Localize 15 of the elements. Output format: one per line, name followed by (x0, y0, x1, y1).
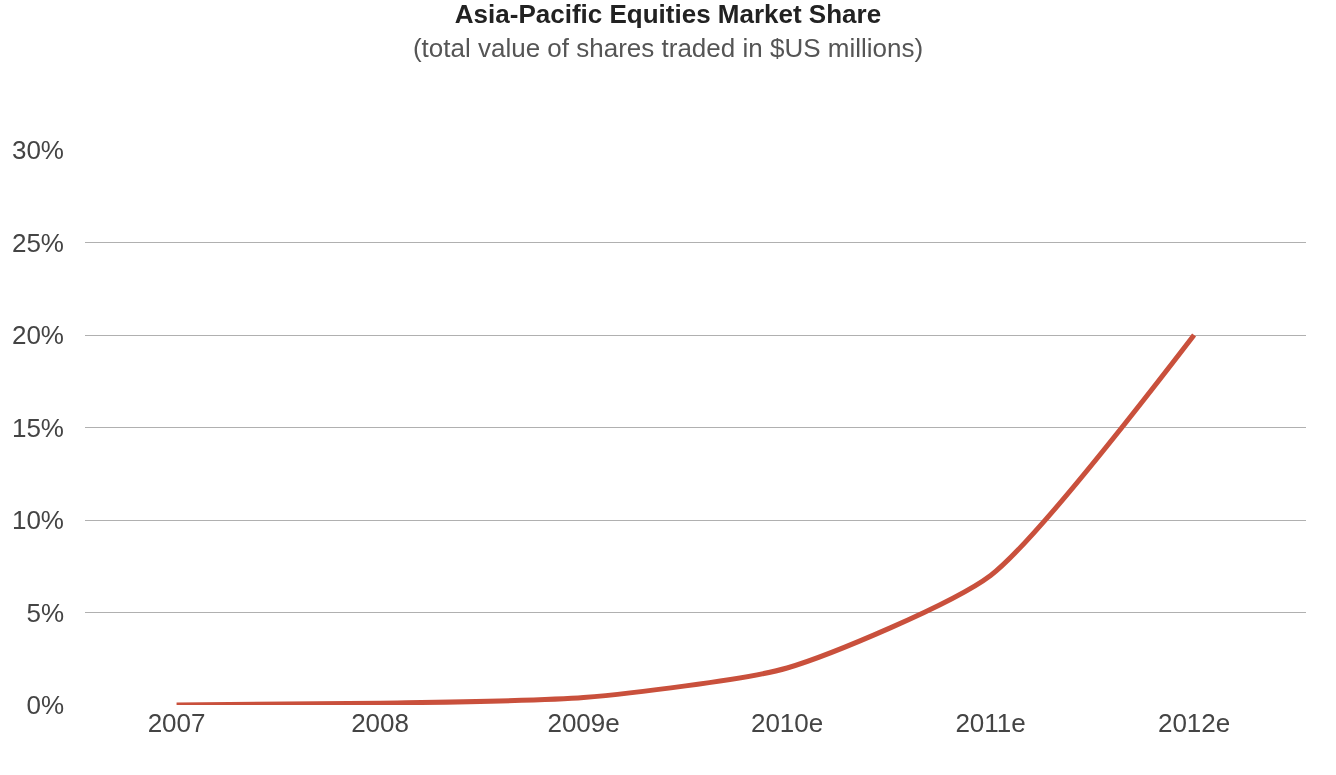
x-tick-label: 2009e (547, 708, 620, 738)
chart-title: Asia-Pacific Equities Market Share (454, 0, 882, 30)
x-tick-label: 2010e (750, 708, 824, 738)
y-tick-label: 20% (11, 320, 64, 351)
y-tick-label: 30% (11, 135, 64, 166)
y-tick-label: 0% (26, 690, 64, 721)
chart-subtitle: (total value of shares traded in $US millions) (412, 33, 924, 64)
y-tick-label: 5% (26, 597, 64, 628)
y-tick-label: 10% (11, 505, 64, 536)
x-tick-label: 2012e (1157, 708, 1231, 738)
x-tick-label: 2011e (955, 708, 1026, 738)
y-tick-label: 15% (11, 412, 64, 443)
x-tick-label: 2008 (351, 708, 409, 738)
x-tick-label: 2007 (147, 708, 206, 738)
y-tick-label: 25% (11, 227, 64, 258)
